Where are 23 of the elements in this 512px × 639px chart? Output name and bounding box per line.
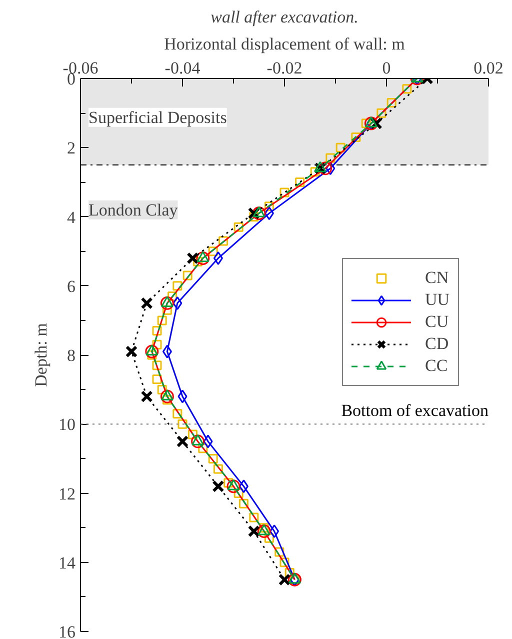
y-tick-label: 4 (67, 208, 76, 227)
band-label: Superficial Deposits (88, 108, 227, 127)
y-axis-title: Depth: m (32, 323, 50, 387)
x-tick-label: 0.02 (474, 58, 504, 78)
y-tick-label: 6 (67, 276, 76, 296)
y-tick-label: 8 (67, 346, 76, 365)
chart-title: wall after excavation. (210, 8, 358, 26)
y-tick-label: 12 (58, 484, 76, 504)
x-tick-label: 0 (382, 58, 391, 78)
y-tick-label: 16 (58, 622, 76, 639)
legend-label: CC (425, 355, 448, 377)
y-tick-label: 14 (58, 553, 76, 572)
x-tick-label: -0.02 (266, 58, 302, 78)
annotation: London Clay (88, 200, 178, 220)
y-tick-label: 10 (58, 415, 76, 434)
y-tick-label: 2 (67, 138, 76, 158)
x-tick-label: -0.04 (164, 58, 201, 78)
legend-label: CN (425, 267, 449, 289)
legend-label: CU (425, 311, 449, 333)
ref-line-label: Bottom of excavation (341, 401, 489, 420)
x-axis-title: Horizontal displacement of wall: m (164, 34, 405, 54)
legend-label: UU (425, 289, 450, 311)
legend-label: CD (425, 333, 449, 355)
